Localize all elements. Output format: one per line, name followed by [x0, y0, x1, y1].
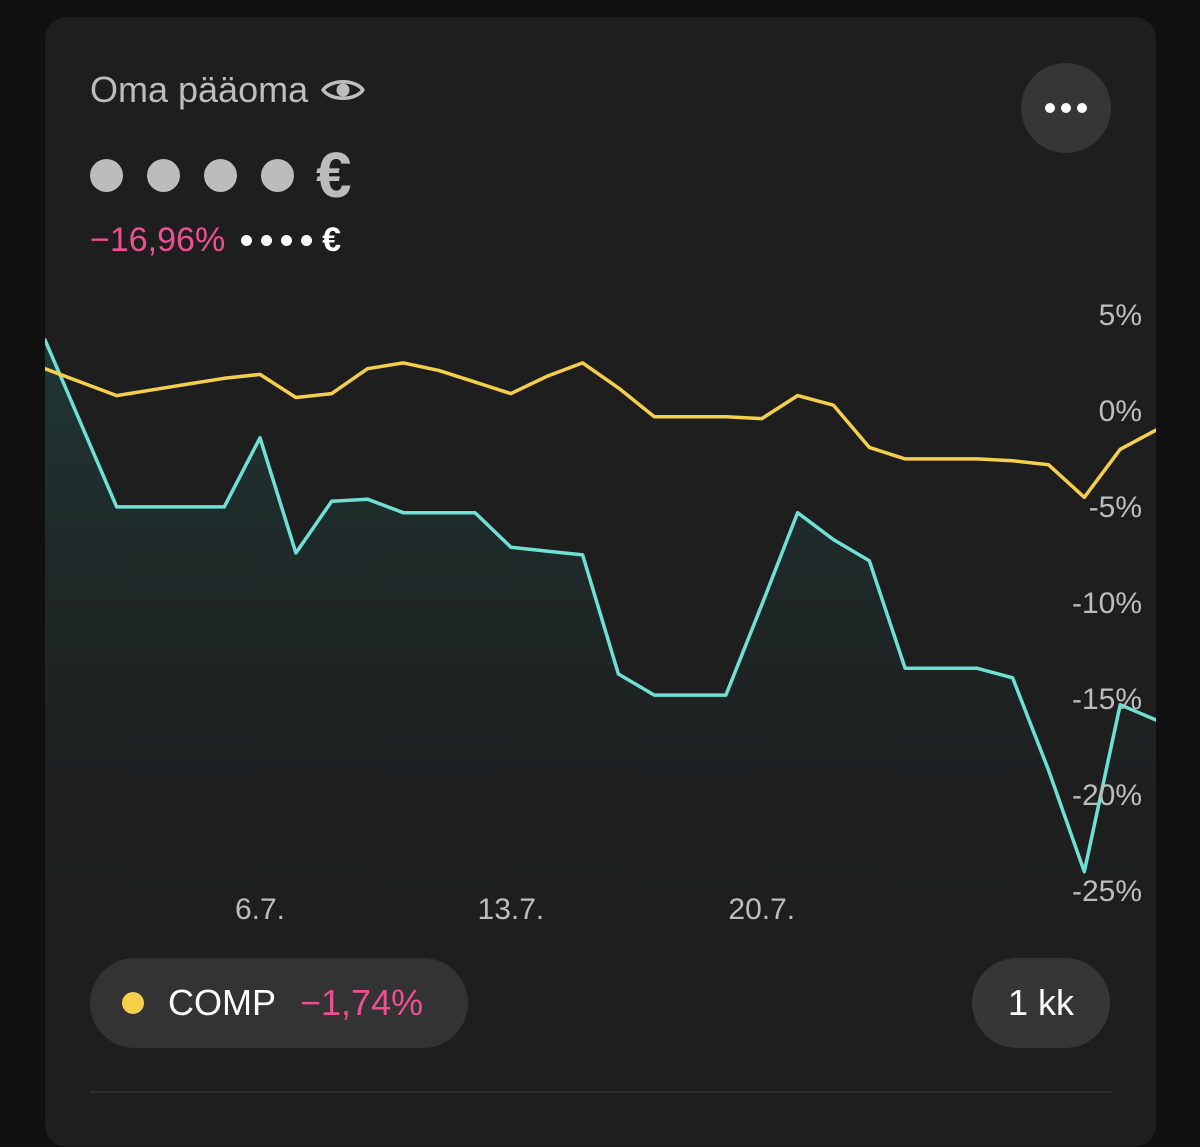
balance-currency: €: [316, 139, 352, 211]
hidden-balance: €: [90, 143, 352, 207]
masked-digit: [261, 235, 273, 246]
comparison-line: [45, 361, 1156, 500]
x-tick-label: 13.7.: [478, 893, 545, 926]
masked-digit: [90, 158, 123, 192]
eye-icon[interactable]: [320, 75, 366, 105]
y-tick-label: 5%: [1099, 299, 1142, 332]
hidden-change-amount: [241, 235, 313, 246]
portfolio-area: [45, 339, 1156, 937]
card-title: Oma pääoma: [90, 69, 309, 110]
comparison-name: COMP: [168, 982, 276, 1023]
y-tick-label: -5%: [1089, 491, 1142, 524]
change-currency: €: [322, 221, 342, 259]
masked-digit: [301, 235, 313, 246]
change-percent: −16,96%: [90, 221, 226, 259]
divider: [90, 1091, 1111, 1093]
change-row: −16,96% €: [90, 221, 341, 260]
performance-chart[interactable]: 5% 0% -5% -10% -15% -20% -25% 6.7. 13.7. 20.7.: [45, 297, 1156, 937]
y-tick-label: 0%: [1099, 395, 1142, 428]
y-tick-label: -15%: [1072, 683, 1142, 716]
masked-digit: [147, 158, 180, 192]
more-options-button[interactable]: [1021, 63, 1111, 153]
y-tick-label: -10%: [1072, 587, 1142, 620]
masked-digit: [281, 235, 293, 246]
comparison-legend-chip[interactable]: COMP −1,74%: [90, 958, 469, 1048]
x-tick-label: 6.7.: [235, 893, 285, 926]
more-horizontal-icon: [1045, 103, 1055, 113]
masked-digit: [204, 158, 237, 192]
period-selector-button[interactable]: 1 kk: [972, 958, 1110, 1048]
portfolio-line: [45, 338, 1156, 874]
masked-digit: [261, 158, 294, 192]
comparison-color-dot: [122, 992, 144, 1014]
x-tick-label: 20.7.: [728, 893, 795, 926]
equity-card: Oma pääoma € −16,96% € 5% 0% -5% -10% -15% -2…: [45, 17, 1156, 1147]
title-row: Oma pääoma: [90, 69, 366, 111]
y-tick-label: -25%: [1072, 875, 1142, 908]
comparison-change: −1,74%: [300, 982, 424, 1023]
y-tick-label: -20%: [1072, 779, 1142, 812]
masked-digit: [241, 235, 253, 246]
